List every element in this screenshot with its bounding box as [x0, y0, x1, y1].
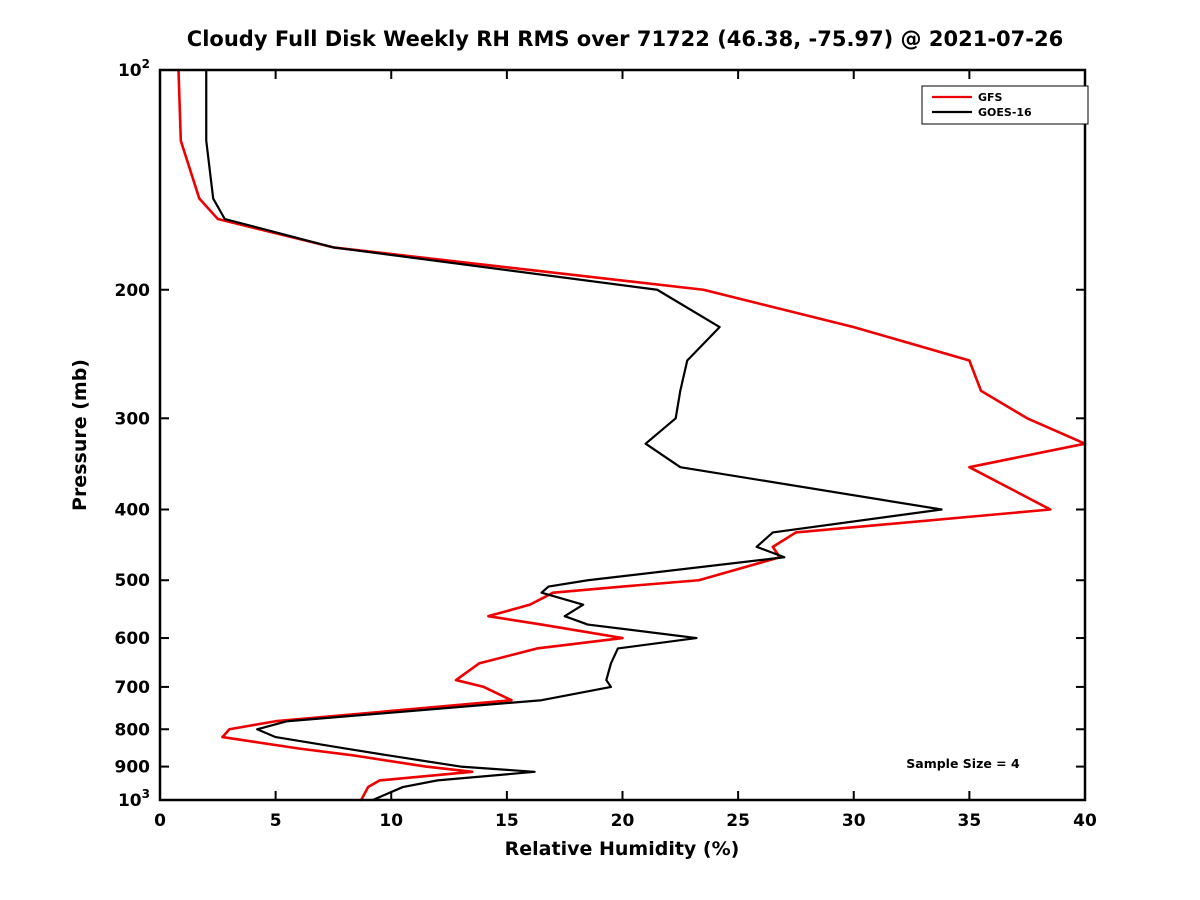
x-tick-label: 25 [726, 811, 750, 831]
sample-size-annotation: Sample Size = 4 [906, 756, 1020, 771]
x-tick-label: 0 [154, 811, 166, 831]
legend: GFS GOES-16 [921, 85, 1089, 125]
y-axis-label: Pressure (mb) [69, 359, 91, 511]
x-axis-label: Relative Humidity (%) [505, 838, 740, 860]
x-tick-label: 15 [495, 811, 519, 831]
x-tick-label: 35 [958, 811, 982, 831]
y-tick-label: 200 [115, 281, 151, 301]
y-tick-label: 900 [115, 758, 151, 778]
plot-frame [158, 68, 1087, 802]
series-line-goes-16 [205, 68, 943, 802]
chart-title: Cloudy Full Disk Weekly RH RMS over 7172… [187, 27, 1063, 51]
y-tick-label: 103 [118, 787, 150, 811]
x-tick-label: 10 [379, 811, 403, 831]
legend-label-gfs: GFS [978, 91, 1003, 104]
plot-area: 0 5 10 15 20 25 30 35 40 102 200 300 400 500 600 700 800… [115, 57, 1097, 831]
x-tick-label: 30 [842, 811, 866, 831]
y-tick-label: 300 [115, 409, 151, 429]
series-line-gfs [177, 68, 1087, 802]
y-tick-label: 500 [115, 571, 151, 591]
y-tick-label: 102 [118, 57, 150, 81]
y-tick-label: 600 [115, 629, 151, 649]
legend-box [921, 85, 1089, 125]
y-tick-label: 800 [115, 720, 151, 740]
legend-label-goes-16: GOES-16 [978, 106, 1032, 119]
y-tick-label: 400 [115, 501, 151, 521]
x-tick-label: 20 [611, 811, 635, 831]
x-tick-label: 5 [270, 811, 282, 831]
y-tick-label: 700 [115, 678, 151, 698]
x-tick-label: 40 [1073, 811, 1097, 831]
